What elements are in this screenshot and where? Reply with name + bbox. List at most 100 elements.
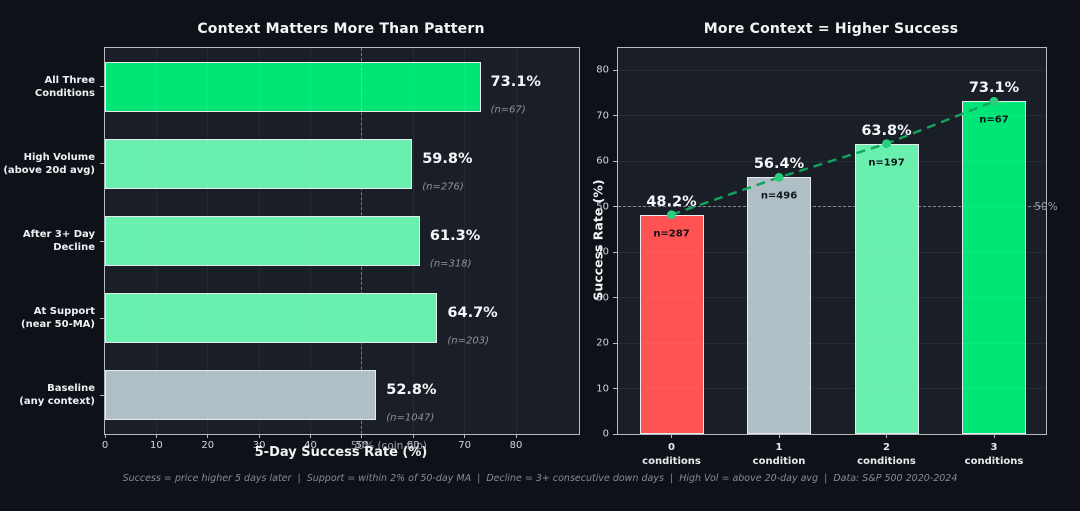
x-tick-label: 1 condition [752, 442, 806, 467]
x-tick-mark [207, 434, 209, 438]
x-tick-label: 70 [458, 440, 471, 451]
left-x-axis-label: 5-Day Success Rate (%) [254, 445, 428, 460]
x-tick-mark [993, 434, 995, 438]
count-label: n=287 [653, 228, 690, 240]
bar [105, 216, 420, 266]
y-tick-label: 20 [596, 337, 609, 349]
count-label: (n=203) [447, 335, 489, 347]
y-tick-label: 50 [596, 201, 609, 212]
value-label: 73.1% [490, 73, 541, 90]
y-tick-label: 70 [596, 110, 609, 121]
bar [105, 61, 481, 112]
category-label: At Support (near 50-MA) [21, 306, 95, 331]
count-label: n=197 [868, 157, 905, 169]
x-tick-mark [464, 434, 466, 438]
x-tick-mark [515, 434, 517, 438]
gridline-horizontal [618, 115, 1046, 116]
value-label: 52.8% [386, 382, 437, 399]
y-tick-mark [100, 317, 104, 319]
x-tick-label: 0 conditions [642, 442, 701, 467]
category-label: After 3+ Day Decline [22, 229, 95, 253]
y-tick-mark [613, 160, 617, 162]
x-tick-label: 2 conditions [857, 442, 916, 467]
y-tick-mark [100, 86, 104, 88]
count-label: (n=67) [490, 104, 526, 116]
bar [854, 143, 919, 434]
count-label: (n=276) [422, 181, 464, 193]
right-y-axis-label: Success Rate (%) [590, 179, 606, 301]
y-tick-mark [613, 297, 617, 298]
y-tick-mark [613, 433, 617, 435]
y-tick-label: 10 [596, 383, 609, 394]
count-label: (n=1047) [386, 412, 435, 424]
bar [105, 370, 377, 421]
gridline-horizontal [618, 388, 1046, 389]
gridline-vertical [155, 48, 157, 434]
category-label: All Three Conditions [34, 74, 95, 99]
x-tick-mark [310, 434, 311, 438]
x-tick-mark [258, 434, 260, 438]
count-label: n=67 [979, 114, 1009, 126]
bar [105, 138, 413, 189]
x-tick-mark [361, 434, 363, 438]
y-tick-label: 60 [596, 155, 609, 167]
x-tick-label: 60 [406, 440, 420, 451]
fifty-percent-reference-label: 50% [1034, 200, 1058, 213]
x-tick-mark [886, 434, 887, 438]
gridline-vertical [258, 48, 260, 434]
trend-marker [989, 96, 999, 106]
value-label: 48.2% [646, 193, 697, 210]
gridline-horizontal [618, 206, 1046, 207]
trend-marker [774, 172, 784, 182]
y-tick-label: 30 [596, 292, 609, 303]
x-tick-label: 0 [101, 440, 109, 451]
y-tick-mark [613, 251, 617, 253]
value-label: 59.8% [422, 150, 473, 167]
right-chart-title: More Context = Higher Success [703, 21, 959, 37]
y-tick-mark [100, 240, 104, 242]
x-tick-mark [155, 434, 157, 438]
value-label: 73.1% [968, 80, 1020, 97]
gridline-horizontal [618, 69, 1046, 71]
y-tick-label: 80 [596, 64, 609, 76]
gridline-horizontal [618, 251, 1046, 253]
gridline-vertical [515, 48, 517, 434]
x-tick-label: 40 [304, 440, 317, 451]
y-tick-mark [100, 394, 104, 396]
gridline-vertical [464, 48, 466, 434]
bar [105, 293, 438, 344]
value-label: 56.4% [753, 156, 805, 173]
category-label: Baseline (any context) [19, 383, 95, 408]
value-label: 61.3% [429, 228, 481, 244]
trend-marker [882, 139, 891, 149]
bar [639, 214, 704, 434]
x-tick-mark [412, 434, 414, 438]
coin-flip-reference-line [361, 48, 363, 434]
y-tick-mark [100, 163, 104, 165]
category-label: High Volume (above 20d avg) [3, 151, 95, 176]
trend-marker [667, 210, 676, 220]
bar [747, 177, 811, 434]
y-tick-label: 0 [602, 428, 609, 440]
value-label: 63.8% [861, 122, 912, 139]
trend-svg [667, 96, 999, 220]
trend-line [671, 100, 995, 216]
coin-flip-reference-label: 50% (coin flip) [350, 440, 427, 452]
y-tick-mark [613, 342, 617, 344]
count-label: (n=318) [429, 258, 472, 270]
x-tick-mark [778, 434, 780, 438]
y-tick-mark [613, 115, 617, 116]
x-tick-label: 80 [509, 440, 523, 451]
x-tick-mark [104, 434, 106, 438]
y-tick-mark [613, 69, 617, 71]
x-tick-label: 3 conditions [964, 442, 1024, 467]
left-chart-title: Context Matters More Than Pattern [197, 21, 485, 37]
gridline-vertical [207, 48, 209, 434]
fifty-percent-reference-line [618, 205, 1046, 207]
gridline-vertical [310, 48, 311, 434]
x-tick-label: 20 [201, 440, 215, 451]
count-label: n=496 [760, 190, 798, 202]
left-chart-plot: All Three Conditions 73.1% (n=67) High Volu… [3, 47, 580, 452]
footnote: Success = price higher 5 days later | Su… [122, 473, 958, 484]
